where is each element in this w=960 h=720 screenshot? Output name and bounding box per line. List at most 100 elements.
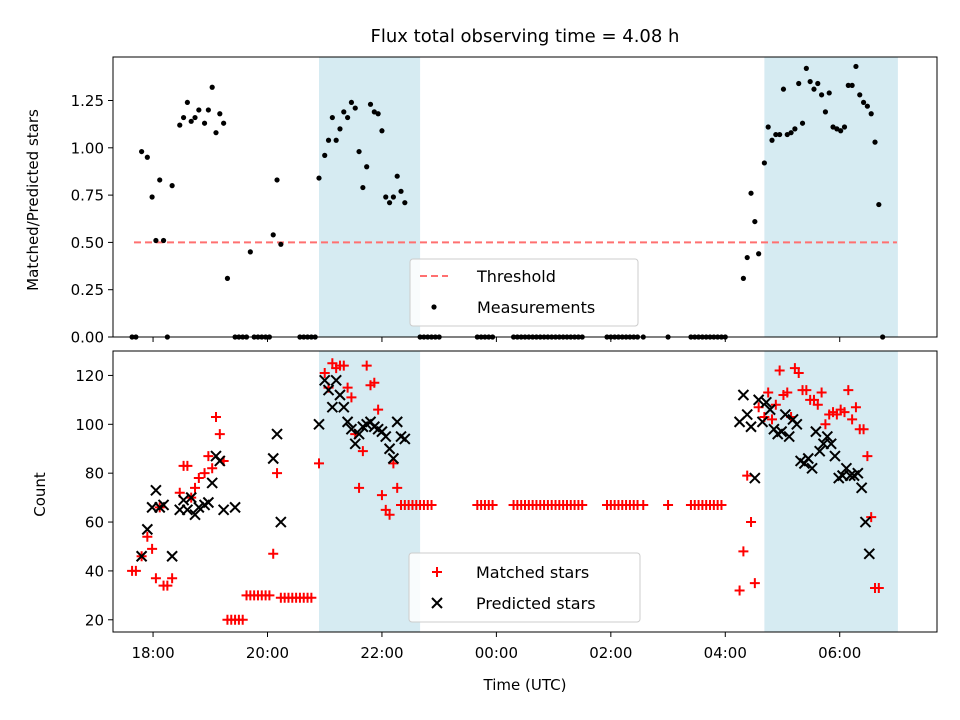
measurement-point [799,120,806,126]
matched-star-point [392,482,403,493]
matched-star-point [638,499,649,510]
predicted-star-point [271,428,283,440]
predicted-star-point [229,501,241,514]
measurement-point [826,90,832,96]
matched-star-point [734,585,745,596]
predicted-star-point [380,430,392,443]
measurement-point [379,128,385,134]
predicted-star-point [825,438,837,450]
measurement-point [752,218,758,225]
matched-star-point [214,429,225,440]
predicted-star-point [349,438,361,450]
predicted-star-point [852,467,864,479]
predicted-star-point [275,516,287,528]
measurement-point [209,84,215,90]
predicted-star-point [217,504,230,516]
matched-star-point [873,583,884,594]
measurement-point [819,92,825,98]
measurement-point [184,99,190,106]
predicted-star-point [821,430,834,443]
measurement-point [364,164,370,170]
measurement-point [761,160,767,166]
chart-title: Flux total observing time = 4.08 h [371,26,680,47]
measurement-point [868,111,874,117]
measurement-point [386,200,393,206]
matched-star-point [167,573,178,584]
measurement-point [270,232,276,238]
measurement-point [356,148,362,155]
predicted-star-point [756,416,769,428]
measurement-point [213,130,219,136]
predicted-star-point [829,450,841,462]
legend-label: Predicted stars [476,594,596,613]
predicted-star-point [313,418,325,431]
matched-star-point [319,367,330,378]
measurement-point [383,194,389,200]
predicted-star-point [855,482,868,494]
predicted-star-point [135,550,148,562]
x-tick-label: 04:00 [704,644,747,662]
matched-star-point [264,590,275,601]
measurement-point [876,201,882,208]
legend-measurement-swatch [431,304,437,310]
measurement-point [348,99,355,106]
measurement-point [803,65,809,71]
predicted-star-point [741,408,753,421]
count-legend: Matched stars Predicted stars [408,552,641,623]
measurement-point [841,124,848,130]
matched-star-point [746,517,757,528]
predicted-star-point [267,452,279,465]
matched-star-point [193,473,204,484]
predicted-star-point [859,516,872,528]
measurement-point [748,190,754,196]
measurement-point [838,128,844,134]
measurement-point [180,114,187,121]
matched-star-point [346,392,357,403]
y-tick-label: 0.25 [71,281,104,299]
measurement-point [857,92,863,98]
measurement-point [316,175,322,181]
measurement-point [811,86,817,92]
measurement-point [864,103,870,109]
y-tick-label: 0.75 [71,187,104,205]
legend-label: Measurements [477,298,595,317]
predicted-star-point [737,389,750,401]
matched-star-point [816,387,827,398]
measurement-point [367,101,374,107]
matched-star-point [770,399,781,410]
matched-star-point [190,482,201,493]
measurement-point [796,80,802,87]
predicted-star-point [345,423,358,435]
matched-star-point [742,470,753,481]
matched-star-point [147,543,158,554]
measurement-point [149,194,155,200]
matched-star-point [858,424,869,435]
matched-star-point [369,377,380,388]
predicted-star-point [181,504,194,516]
measurement-point [221,120,227,126]
predicted-star-point [353,428,365,440]
matched-star-point [207,463,218,474]
measurement-point [345,114,351,121]
measurement-point [360,184,366,191]
matched-star-point [203,451,214,462]
predicted-star-point [844,469,856,482]
measurement-point [169,183,175,189]
measurement-point [849,82,855,88]
x-tick-label: 00:00 [475,644,518,662]
measurement-point [872,139,878,145]
count-axes: 20 40 60 80 100 120 18:00 20:00 22:00 00:00 02:00 0… [75,367,861,662]
y-tick-label: 1.25 [71,92,104,110]
predicted-star-point [141,523,154,536]
predicted-star-point [802,452,814,465]
matched-star-point [376,490,387,501]
x-tick-label: 20:00 [246,644,289,662]
matched-star-point [801,385,812,396]
measurement-point [144,154,150,160]
matched-star-point [357,446,368,457]
matched-star-point [812,399,823,410]
predicted-star-point [775,425,788,438]
y-tick-label: 1.00 [71,139,104,157]
observing-window-shade [319,351,421,632]
